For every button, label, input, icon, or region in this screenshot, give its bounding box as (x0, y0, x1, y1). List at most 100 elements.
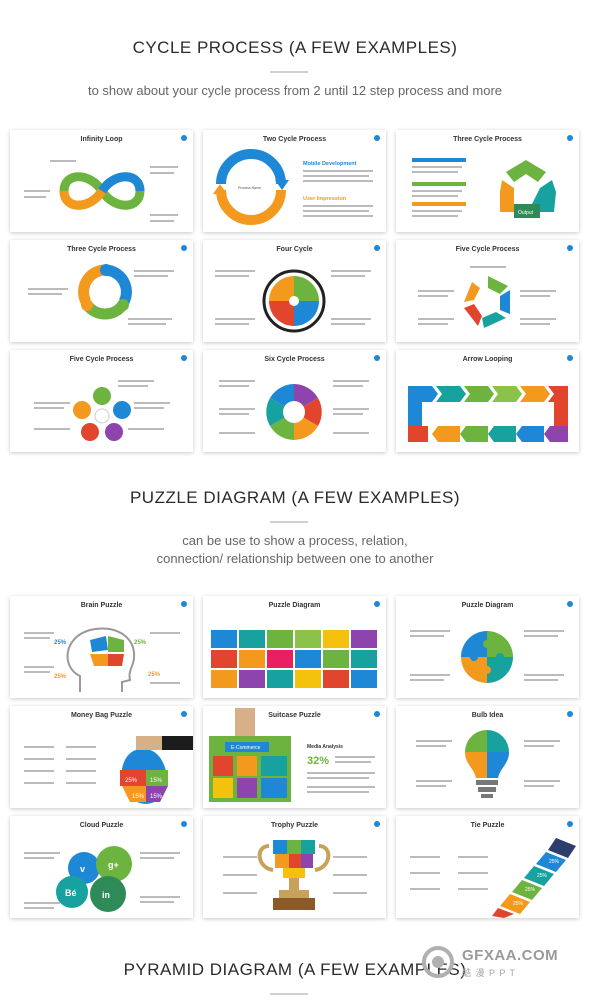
slide-badge-icon (181, 601, 187, 607)
cloud-word-3: Bé (65, 888, 77, 898)
slide-badge-icon (374, 711, 380, 717)
watermark-subtext: 酷 漫 P P T (462, 968, 517, 978)
slide-card-title: Cloud Puzzle (79, 822, 124, 829)
watermark-text: GFXAA.COM (462, 947, 559, 964)
slide-card-cloud-puzzle[interactable]: Cloud Puzzle v g+ Bé in (10, 816, 193, 918)
slide-card-three-cycle-process[interactable]: Three Cycle Process Output (396, 130, 579, 232)
slide-card-title: Puzzle Diagram (268, 602, 321, 609)
slide-card-title: Bulb Idea (471, 712, 504, 719)
slide-badge-icon (181, 711, 187, 717)
tie-puzzle-diagram: 25% 25% 25% 25% (410, 838, 576, 918)
section-subtitle-puzzle-line1: can be use to show a process, relation, (182, 533, 408, 548)
brain-pct-4: 25% (148, 672, 161, 678)
slide-card-infinity-loop[interactable]: Infinity Loop (10, 130, 193, 232)
tie-pct-3: 25% (525, 887, 536, 893)
slide-card-title: Six Cycle Process (264, 356, 325, 363)
slide-card-two-cycle-process[interactable]: Two Cycle Process Mobile Development Use… (203, 130, 386, 232)
slide-card-title: Tie Puzzle (470, 822, 505, 829)
section-subtitle-puzzle-line2: connection/ relationship between one to … (156, 551, 434, 566)
five-cycle-arrow-diagram (418, 266, 556, 328)
trophy-puzzle-diagram (223, 840, 367, 910)
cloud-puzzle-diagram: v g+ Bé in (24, 846, 180, 912)
slide-card-title: Money Bag Puzzle (70, 712, 133, 719)
puzzle-grid-diagram (211, 630, 377, 688)
cloud-word-1: v (80, 864, 85, 874)
slide-badge-icon (181, 821, 187, 827)
suitcase-banner: E-Commerce (231, 745, 261, 751)
three-cycle-label-output: Output (518, 210, 534, 216)
section-divider (270, 993, 308, 995)
slide-badge-icon (567, 135, 573, 141)
slide-badge-icon (567, 601, 573, 607)
suitcase-label: Media Analysis (307, 744, 343, 750)
slide-card-title: Puzzle Diagram (461, 602, 514, 609)
brain-pct-2: 25% (134, 640, 147, 646)
slide-card-title: Four Cycle (276, 246, 313, 253)
slide-card-four-cycle[interactable]: Four Cycle (203, 240, 386, 342)
slide-card-title: Three Cycle Process (67, 246, 136, 253)
bulb-idea-diagram (416, 730, 560, 798)
four-cycle-diagram (215, 269, 371, 333)
watermark-logo-icon (422, 946, 454, 978)
slide-card-title: Trophy Puzzle (270, 822, 319, 829)
slide-card-tie-puzzle[interactable]: Tie Puzzle 25% 25% 25% 25% (396, 816, 579, 918)
slide-badge-icon (567, 355, 573, 361)
suitcase-diagram: E-Commerce Media Analysis 32% (209, 708, 375, 802)
tie-pct-2: 25% (537, 873, 548, 879)
slide-badge-icon (374, 355, 380, 361)
brain-pct-3: 25% (54, 674, 67, 680)
section-title-cycle: CYCLE PROCESS (A FEW EXAMPLES) (132, 38, 458, 57)
slide-card-puzzle-diagram[interactable]: Puzzle Diagram (203, 596, 386, 698)
suitcase-pct: 32% (307, 755, 329, 767)
money-bag-pct-4: 15% (150, 794, 163, 800)
brain-pct-1: 25% (54, 640, 67, 646)
money-bag-pct-1: 25% (125, 778, 138, 784)
slide-card-title: Five Cycle Process (455, 246, 520, 253)
slide-card-five-cycle-process-2[interactable]: Five Cycle Process (10, 350, 193, 452)
two-cycle-heading-1: Mobile Development (303, 161, 357, 167)
two-cycle-diagram: Mobile Development User Impression Proce… (213, 149, 373, 225)
arrow-looping-diagram (408, 386, 568, 442)
slide-card-suitcase-puzzle[interactable]: Suitcase Puzzle E-Commerce Media Analysi… (203, 706, 386, 808)
two-cycle-heading-2: User Impression (303, 196, 347, 202)
cloud-word-4: in (102, 890, 110, 900)
slide-card-six-cycle-process[interactable]: Six Cycle Process (203, 350, 386, 452)
slide-badge-icon (567, 711, 573, 717)
slide-badge-icon (374, 601, 380, 607)
slide-card-five-cycle-process[interactable]: Five Cycle Process (396, 240, 579, 342)
slide-card-title: Brain Puzzle (80, 602, 123, 609)
five-circle-diagram (34, 380, 170, 441)
slide-card-title: Suitcase Puzzle (268, 712, 321, 719)
tie-pct-1: 25% (549, 859, 560, 865)
tie-pct-4: 25% (513, 901, 524, 907)
slide-badge-icon (374, 135, 380, 141)
two-cycle-center-label: Process Name (238, 186, 261, 190)
slide-card-arrow-looping[interactable]: Arrow Looping (396, 350, 579, 452)
slide-card-brain-puzzle[interactable]: Brain Puzzle 25% 25% 25% 25% (10, 596, 193, 698)
section-divider (270, 71, 308, 73)
slide-card-title: Infinity Loop (80, 136, 123, 143)
slide-card-three-cycle-process-2[interactable]: Three Cycle Process (10, 240, 193, 342)
slide-card-title: Two Cycle Process (262, 136, 327, 143)
slide-card-trophy-puzzle[interactable]: Trophy Puzzle (203, 816, 386, 918)
money-bag-pct-2: 15% (150, 778, 163, 784)
section-title-puzzle: PUZZLE DIAGRAM (A FEW EXAMPLES) (129, 488, 461, 507)
slide-card-money-bag-puzzle[interactable]: Money Bag Puzzle 25% 15% 15% 15% (10, 706, 193, 808)
slide-card-bulb-idea[interactable]: Bulb Idea (396, 706, 579, 808)
money-bag-pct-3: 15% (132, 794, 145, 800)
slide-card-puzzle-diagram-2[interactable]: Puzzle Diagram (396, 596, 579, 698)
slide-badge-icon (181, 135, 187, 141)
money-bag-diagram: 25% 15% 15% 15% (24, 736, 193, 804)
slide-badge-icon (374, 245, 380, 251)
slide-card-title: Five Cycle Process (69, 356, 134, 363)
three-cycle-diagram: Output (412, 158, 556, 218)
slide-card-title: Three Cycle Process (453, 136, 522, 143)
slide-badge-icon (567, 821, 573, 827)
six-cycle-diagram (219, 380, 369, 440)
brain-puzzle-diagram: 25% 25% 25% 25% (24, 627, 180, 692)
slide-badge-icon (374, 821, 380, 827)
cloud-word-2: g+ (108, 860, 119, 870)
infinity-loop-diagram (24, 160, 178, 222)
slide-badge-icon (181, 355, 187, 361)
circle-puzzle-diagram (410, 630, 564, 683)
